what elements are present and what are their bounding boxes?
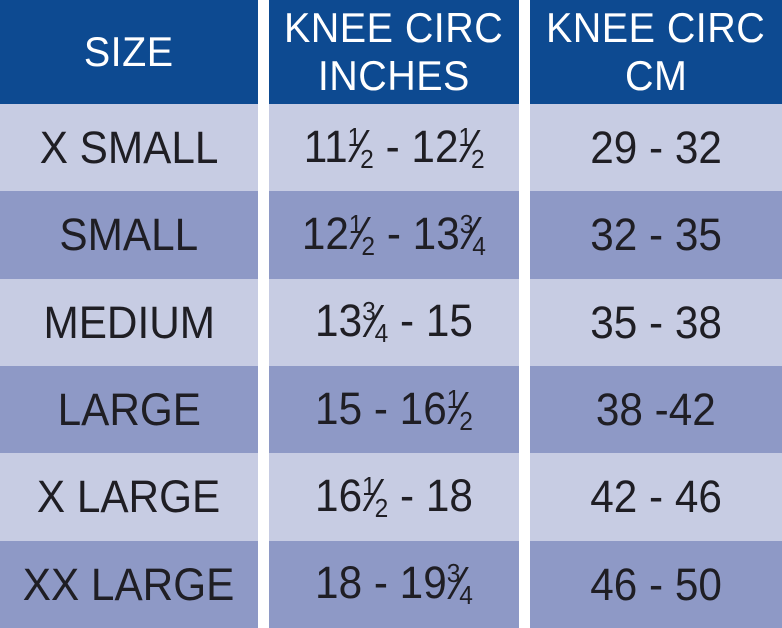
cm-range: 38 -42 bbox=[596, 384, 716, 436]
inches-cell: 161⁄2 - 18 bbox=[269, 453, 519, 541]
cm-range: 46 - 50 bbox=[590, 558, 722, 610]
cm-cell: 32 - 35 bbox=[530, 191, 782, 279]
cm-range: 42 - 46 bbox=[590, 471, 722, 523]
header-cell-inches: KNEE CIRC INCHES bbox=[269, 0, 519, 104]
inches-cell: 133⁄4 - 15 bbox=[269, 278, 519, 366]
cm-cell: 46 - 50 bbox=[530, 540, 782, 628]
inches-range: 133⁄4 - 15 bbox=[315, 294, 473, 349]
size-cell: LARGE bbox=[0, 366, 258, 454]
size-label: MEDIUM bbox=[43, 296, 215, 348]
header-label: SIZE bbox=[84, 27, 174, 75]
fraction: 3⁄4 bbox=[362, 294, 389, 349]
fraction: 1⁄2 bbox=[362, 469, 389, 523]
cm-cell: 42 - 46 bbox=[530, 453, 782, 541]
header-cell-size: SIZE bbox=[0, 0, 258, 104]
fraction: 3⁄4 bbox=[459, 207, 486, 261]
inches-cell: 15 - 161⁄2 bbox=[269, 366, 519, 454]
fraction: 1⁄2 bbox=[347, 119, 374, 174]
fraction: 1⁄2 bbox=[446, 381, 473, 436]
size-label: XX LARGE bbox=[23, 558, 235, 610]
cm-cell: 29 - 32 bbox=[530, 104, 782, 192]
cm-cell: 35 - 38 bbox=[530, 278, 782, 366]
cm-cell: 38 -42 bbox=[530, 366, 782, 454]
size-cell: XX LARGE bbox=[0, 540, 258, 628]
inches-cell: 18 - 193⁄4 bbox=[269, 540, 519, 628]
inches-range: 161⁄2 - 18 bbox=[315, 469, 473, 523]
cm-range: 29 - 32 bbox=[590, 122, 722, 174]
header-label: KNEE CIRC bbox=[284, 3, 504, 51]
header-cell-cm: KNEE CIRC CM bbox=[530, 0, 782, 104]
inches-range: 121⁄2 - 133⁄4 bbox=[301, 207, 486, 261]
size-label: X SMALL bbox=[39, 122, 219, 174]
fraction: 1⁄2 bbox=[349, 207, 376, 261]
cm-range: 32 - 35 bbox=[590, 209, 722, 261]
inches-range: 111⁄2 - 121⁄2 bbox=[303, 119, 485, 174]
header-label: KNEE CIRC bbox=[546, 3, 766, 51]
fraction: 1⁄2 bbox=[458, 119, 485, 174]
inches-range: 18 - 193⁄4 bbox=[315, 556, 473, 611]
size-cell: SMALL bbox=[0, 191, 258, 279]
size-cell: MEDIUM bbox=[0, 278, 258, 366]
size-label: LARGE bbox=[57, 384, 201, 436]
header-label: CM bbox=[624, 52, 688, 99]
size-cell: X SMALL bbox=[0, 104, 258, 192]
header-label: INCHES bbox=[317, 52, 470, 99]
size-label: SMALL bbox=[59, 209, 199, 261]
inches-cell: 111⁄2 - 121⁄2 bbox=[269, 104, 519, 192]
inches-range: 15 - 161⁄2 bbox=[315, 381, 473, 436]
inches-cell: 121⁄2 - 133⁄4 bbox=[269, 191, 519, 279]
size-cell: X LARGE bbox=[0, 453, 258, 541]
size-label: X LARGE bbox=[37, 471, 221, 523]
fraction: 3⁄4 bbox=[446, 556, 473, 611]
cm-range: 35 - 38 bbox=[590, 296, 722, 348]
